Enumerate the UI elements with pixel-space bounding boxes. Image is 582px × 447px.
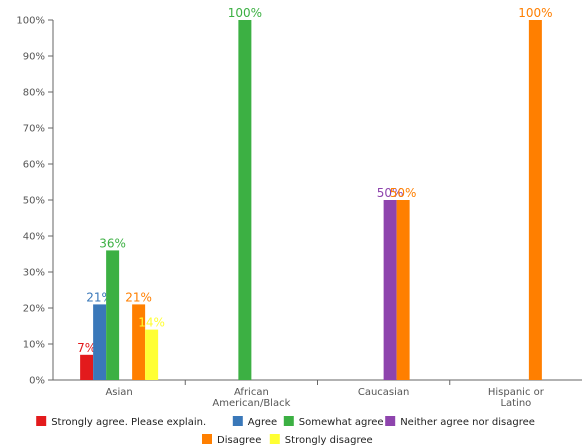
y-tick-label: 40%: [23, 232, 45, 243]
bar[interactable]: [383, 200, 397, 380]
x-category-label: Latino: [500, 398, 531, 409]
x-category-label: Asian: [105, 387, 132, 398]
bar[interactable]: [106, 250, 120, 380]
legend-label[interactable]: Strongly disagree: [285, 435, 373, 446]
data-label: 50%: [390, 186, 417, 200]
y-tick-label: 30%: [23, 268, 45, 279]
legend-swatch[interactable]: [283, 416, 294, 426]
bar[interactable]: [528, 20, 542, 380]
legend-swatch[interactable]: [232, 416, 243, 426]
bar[interactable]: [396, 200, 410, 380]
y-tick-label: 60%: [23, 160, 45, 171]
bar[interactable]: [132, 304, 146, 380]
bar[interactable]: [145, 329, 159, 380]
y-tick-label: 90%: [23, 52, 45, 63]
legend-label[interactable]: Neither agree nor disagree: [400, 417, 535, 428]
legend-label[interactable]: Agree: [248, 417, 277, 428]
y-tick-label: 100%: [16, 16, 45, 27]
x-category-label: American/Black: [212, 398, 290, 409]
y-tick-label: 50%: [23, 196, 45, 207]
legend-label[interactable]: Disagree: [217, 435, 261, 446]
y-tick-label: 80%: [23, 88, 45, 99]
bar[interactable]: [93, 304, 107, 380]
y-tick-label: 0%: [29, 376, 45, 387]
bar[interactable]: [238, 20, 252, 380]
data-label: 50%: [377, 186, 404, 200]
legend-swatch[interactable]: [202, 434, 212, 444]
data-label: 14%: [138, 316, 165, 330]
legend-swatch[interactable]: [385, 416, 396, 426]
legend-swatch[interactable]: [36, 416, 47, 426]
bar[interactable]: [80, 354, 94, 380]
data-label: 21%: [125, 290, 152, 304]
x-category-label: Hispanic or: [488, 387, 545, 398]
x-category-label: African: [234, 387, 269, 398]
y-tick-label: 20%: [23, 304, 45, 315]
y-tick-label: 10%: [23, 340, 45, 351]
data-label: 100%: [518, 6, 552, 20]
data-label: 7%: [77, 341, 96, 355]
data-label: 36%: [99, 236, 126, 250]
legend-swatch[interactable]: [269, 434, 280, 444]
x-category-label: Caucasian: [358, 387, 410, 398]
data-label: 100%: [228, 6, 262, 20]
legend-label[interactable]: Strongly agree. Please explain.: [51, 417, 206, 428]
y-tick-label: 70%: [23, 124, 45, 135]
legend-label[interactable]: Somewhat agree: [299, 417, 384, 428]
